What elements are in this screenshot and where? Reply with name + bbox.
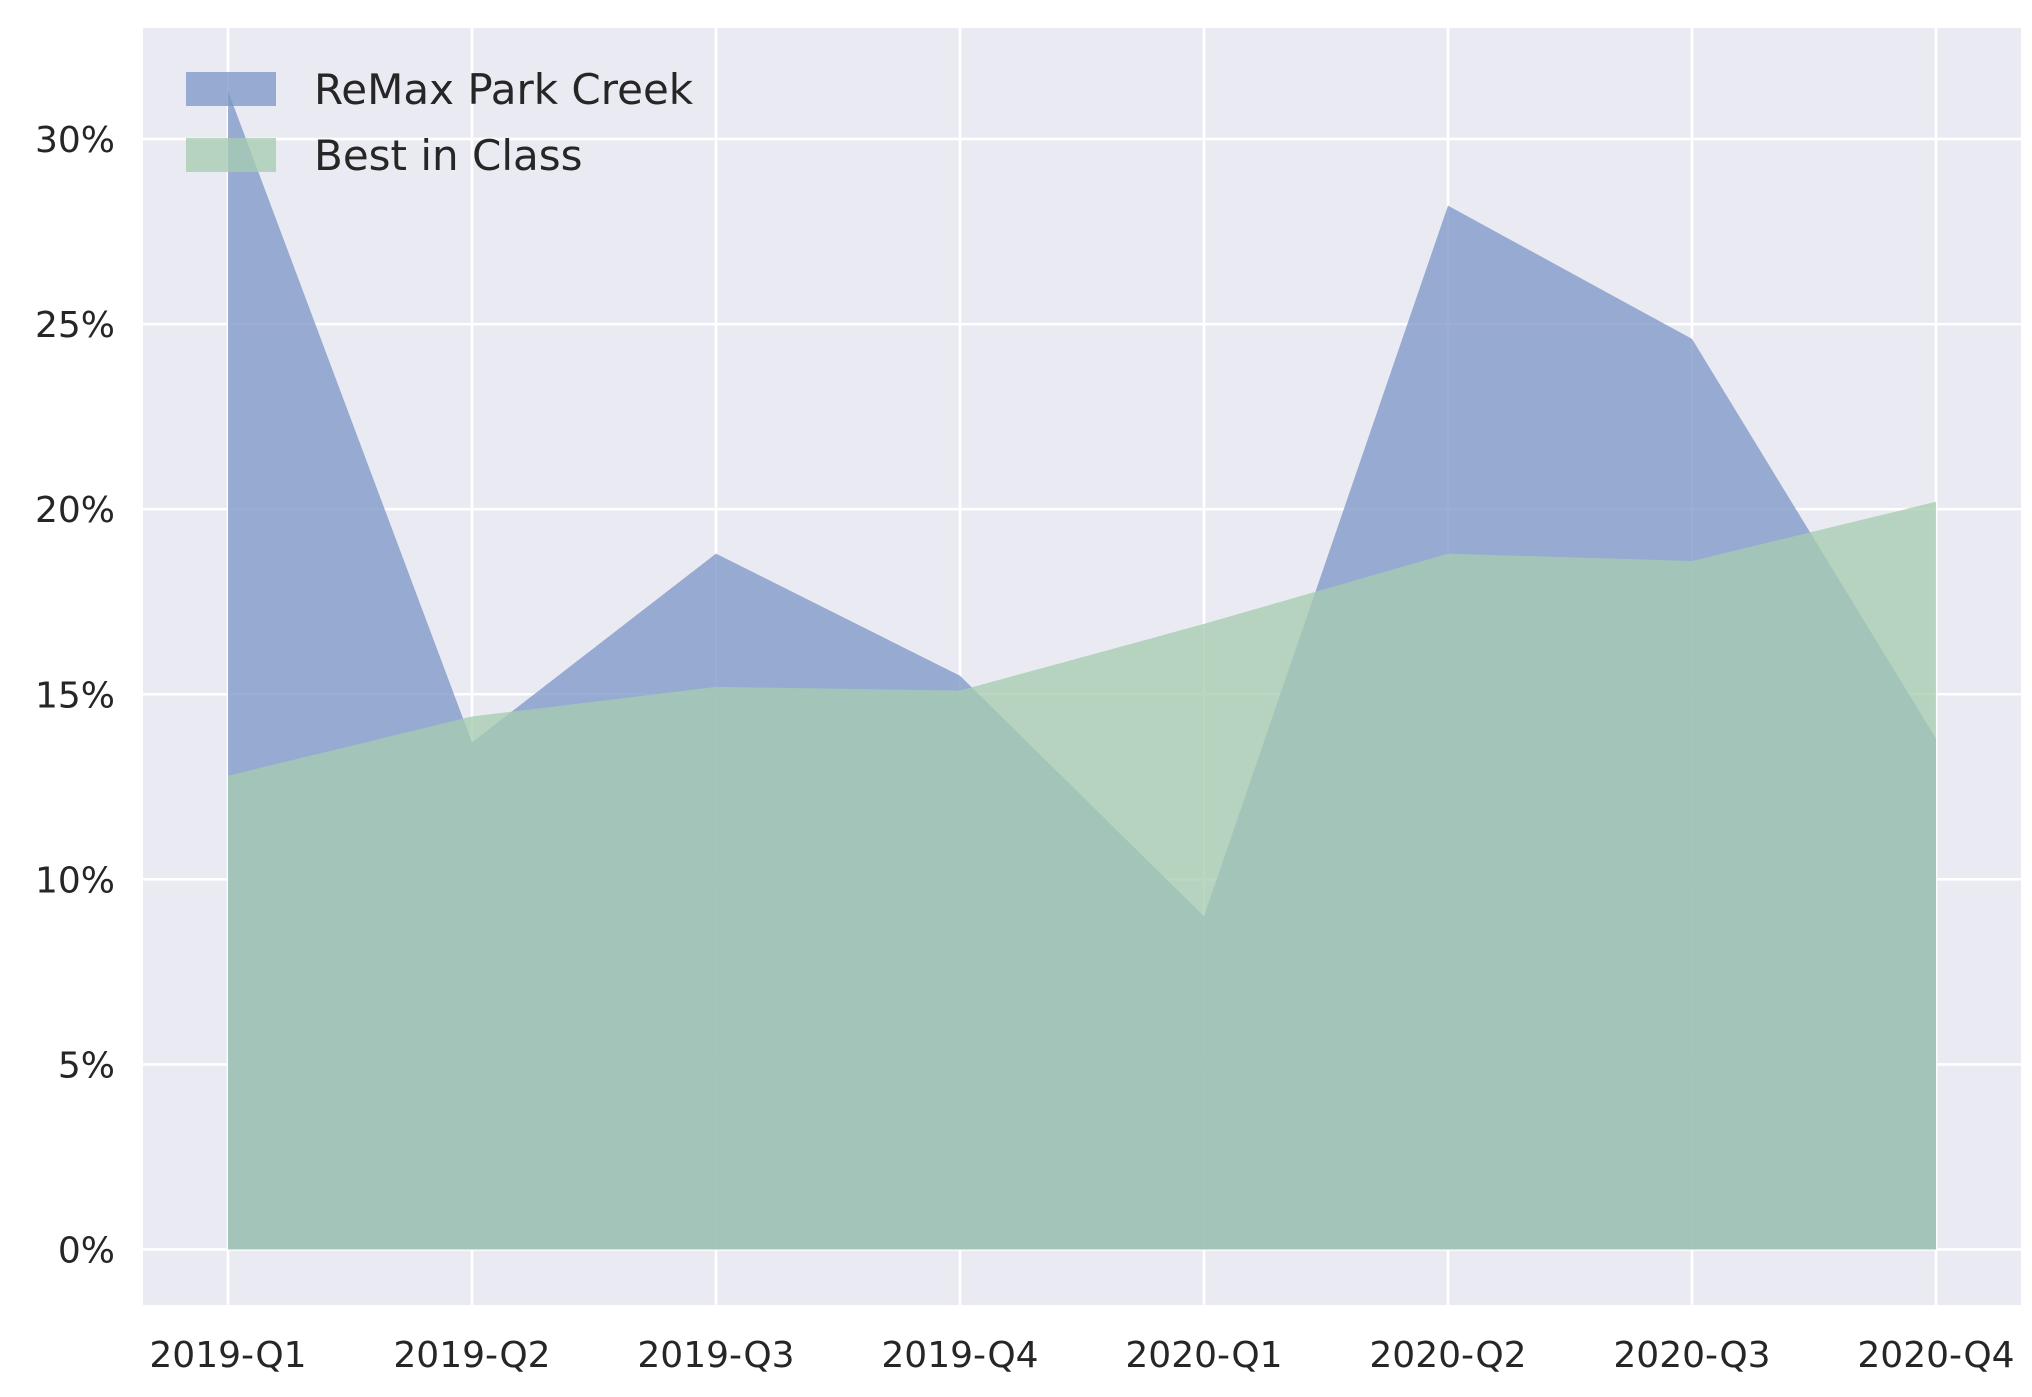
x-tick-label: 2020-Q2	[1369, 1335, 1526, 1376]
y-tick-label: 15%	[35, 675, 115, 716]
y-tick-label: 30%	[35, 120, 115, 161]
x-tick-label: 2020-Q4	[1857, 1335, 2014, 1376]
legend: ReMax Park Creek Best in Class	[186, 65, 694, 180]
y-tick-label: 25%	[35, 305, 115, 346]
y-tick-label: 20%	[35, 490, 115, 531]
area-series-2	[228, 501, 1936, 1250]
x-tick-label: 2020-Q1	[1125, 1335, 1282, 1376]
x-tick-label: 2019-Q3	[637, 1335, 794, 1376]
area-series	[228, 90, 1936, 1250]
legend-swatch-1	[186, 72, 276, 106]
y-tick-label: 0%	[58, 1230, 115, 1271]
x-tick-label: 2019-Q1	[149, 1335, 306, 1376]
x-tick-label: 2020-Q3	[1613, 1335, 1770, 1376]
y-axis-tick-labels: 0% 5% 10% 15% 20% 25% 30%	[35, 120, 115, 1271]
legend-swatch-2	[186, 138, 276, 172]
y-tick-label: 10%	[35, 860, 115, 901]
legend-label-2: Best in Class	[314, 131, 583, 180]
x-axis-tick-labels: 2019-Q1 2019-Q2 2019-Q3 2019-Q4 2020-Q1 2020-…	[149, 1335, 2014, 1376]
y-tick-label: 5%	[58, 1045, 115, 1086]
x-tick-label: 2019-Q4	[881, 1335, 1038, 1376]
legend-label-1: ReMax Park Creek	[314, 65, 694, 114]
x-tick-label: 2019-Q2	[393, 1335, 550, 1376]
